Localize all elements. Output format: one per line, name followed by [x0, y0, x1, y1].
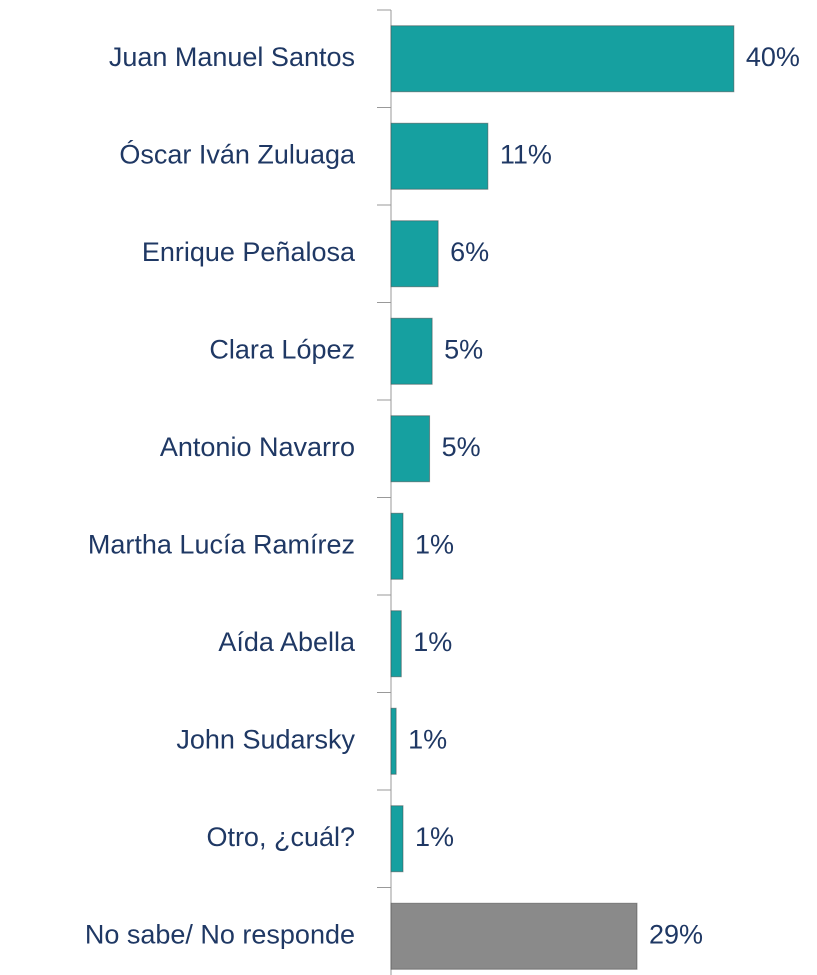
bar — [390, 805, 404, 873]
bar — [390, 610, 402, 678]
data-label: 11% — [500, 139, 552, 169]
y-tick-label: No sabe/ No responde — [85, 919, 355, 949]
bar — [390, 317, 433, 385]
y-tick-label: Otro, ¿cuál? — [206, 822, 355, 852]
y-tick-label: Clara López — [209, 334, 355, 364]
data-label: 1% — [413, 627, 452, 657]
y-tick-label: Óscar Iván Zuluaga — [119, 138, 356, 169]
bar — [390, 220, 439, 288]
data-label: 6% — [450, 237, 489, 267]
y-tick-label: Martha Lucía Ramírez — [88, 529, 355, 559]
data-label: 1% — [408, 724, 447, 754]
data-label: 5% — [442, 432, 481, 462]
bar — [390, 25, 735, 93]
y-tick-label: Antonio Navarro — [160, 432, 355, 462]
y-tick-label: Aída Abella — [218, 627, 356, 657]
bar — [390, 512, 404, 580]
y-tick-label: John Sudarsky — [176, 724, 355, 754]
data-label: 5% — [444, 334, 483, 364]
bar — [390, 902, 638, 970]
bar — [390, 415, 431, 483]
data-label: 29% — [649, 919, 703, 949]
data-label: 1% — [415, 822, 454, 852]
y-tick-label: Enrique Peñalosa — [142, 237, 356, 267]
bar — [390, 707, 397, 775]
data-label: 1% — [415, 529, 454, 559]
data-label: 40% — [746, 42, 800, 72]
y-tick-label: Juan Manuel Santos — [109, 42, 355, 72]
bar — [390, 122, 489, 190]
